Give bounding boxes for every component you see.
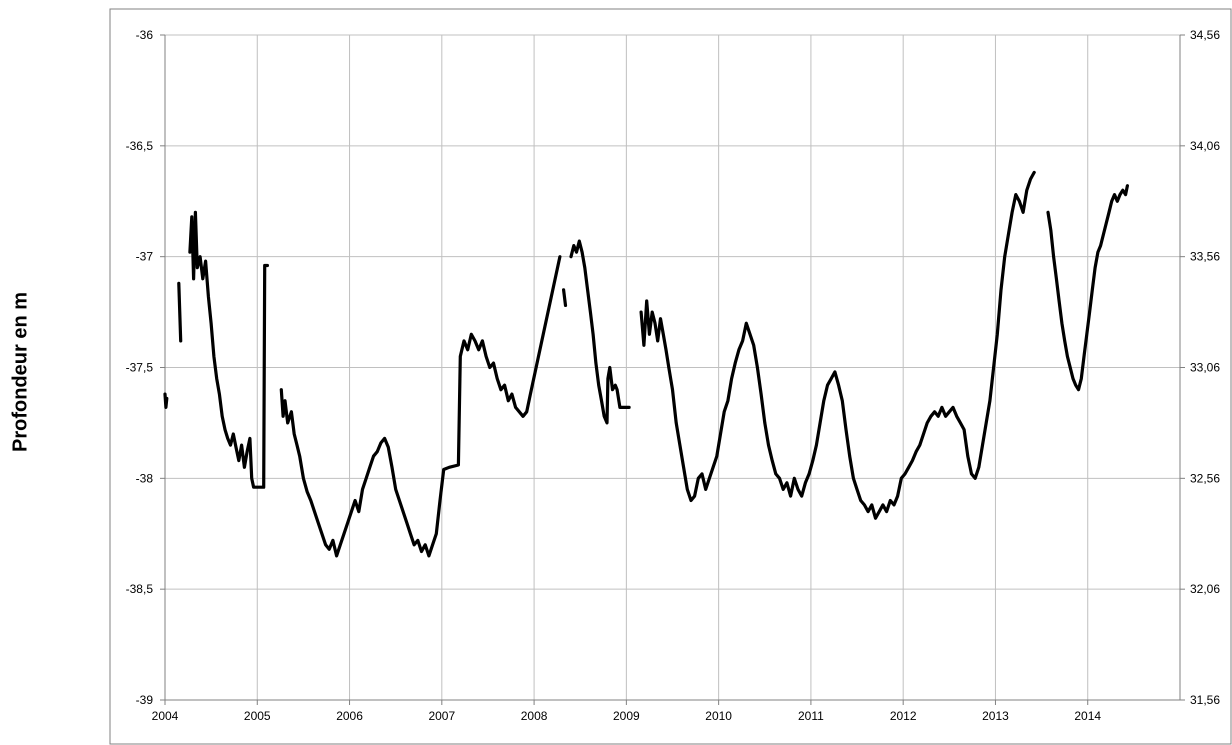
x-tick-label: 2013: [982, 709, 1009, 723]
depth-series-line: [569, 239, 631, 425]
y2-tick-label: 33,56: [1190, 250, 1220, 264]
y-tick-label: -38: [136, 471, 154, 485]
x-tick-label: 2006: [336, 709, 363, 723]
depth-series-line: [279, 255, 562, 558]
y-tick-label: -37,5: [126, 361, 154, 375]
y2-tick-label: 31,56: [1190, 693, 1220, 707]
x-tick-label: 2008: [521, 709, 548, 723]
x-tick-label: 2004: [152, 709, 179, 723]
x-tick-label: 2010: [705, 709, 732, 723]
y2-tick-label: 34,56: [1190, 28, 1220, 42]
gridlines: [165, 34, 1180, 700]
depth-series-line: [188, 210, 269, 489]
y2-tick-label: 34,06: [1190, 139, 1220, 153]
x-tick-label: 2011: [798, 709, 824, 723]
series-group: [163, 170, 1129, 558]
y2-tick-label: 32,06: [1190, 582, 1220, 596]
y-tick-label: -36,5: [126, 139, 154, 153]
y-tick-label: -36: [136, 28, 154, 42]
x-tick-label: 2014: [1074, 709, 1101, 723]
depth-series-line: [639, 170, 1036, 520]
x-tick-label: 2005: [244, 709, 271, 723]
plot-axes: [160, 34, 1185, 705]
y-tick-label: -38,5: [126, 582, 154, 596]
y2-tick-label: 32,56: [1190, 471, 1220, 485]
x-tick-label: 2012: [890, 709, 917, 723]
chart-frame: [109, 8, 1232, 745]
depth-series-line: [177, 281, 183, 343]
y2-tick-label: 33,06: [1190, 361, 1220, 375]
depth-series-line: [163, 392, 169, 409]
y-tick-label: -37: [136, 250, 154, 264]
y-tick-label: -39: [136, 693, 154, 707]
x-tick-label: 2009: [613, 709, 640, 723]
depth-series-line: [562, 288, 568, 307]
x-tick-label: 2007: [428, 709, 455, 723]
tick-labels: 2004 2005 2006 2007 2008 2009 2010 2011 2012 2013…: [126, 28, 1221, 723]
depth-series-line: [1046, 184, 1129, 392]
